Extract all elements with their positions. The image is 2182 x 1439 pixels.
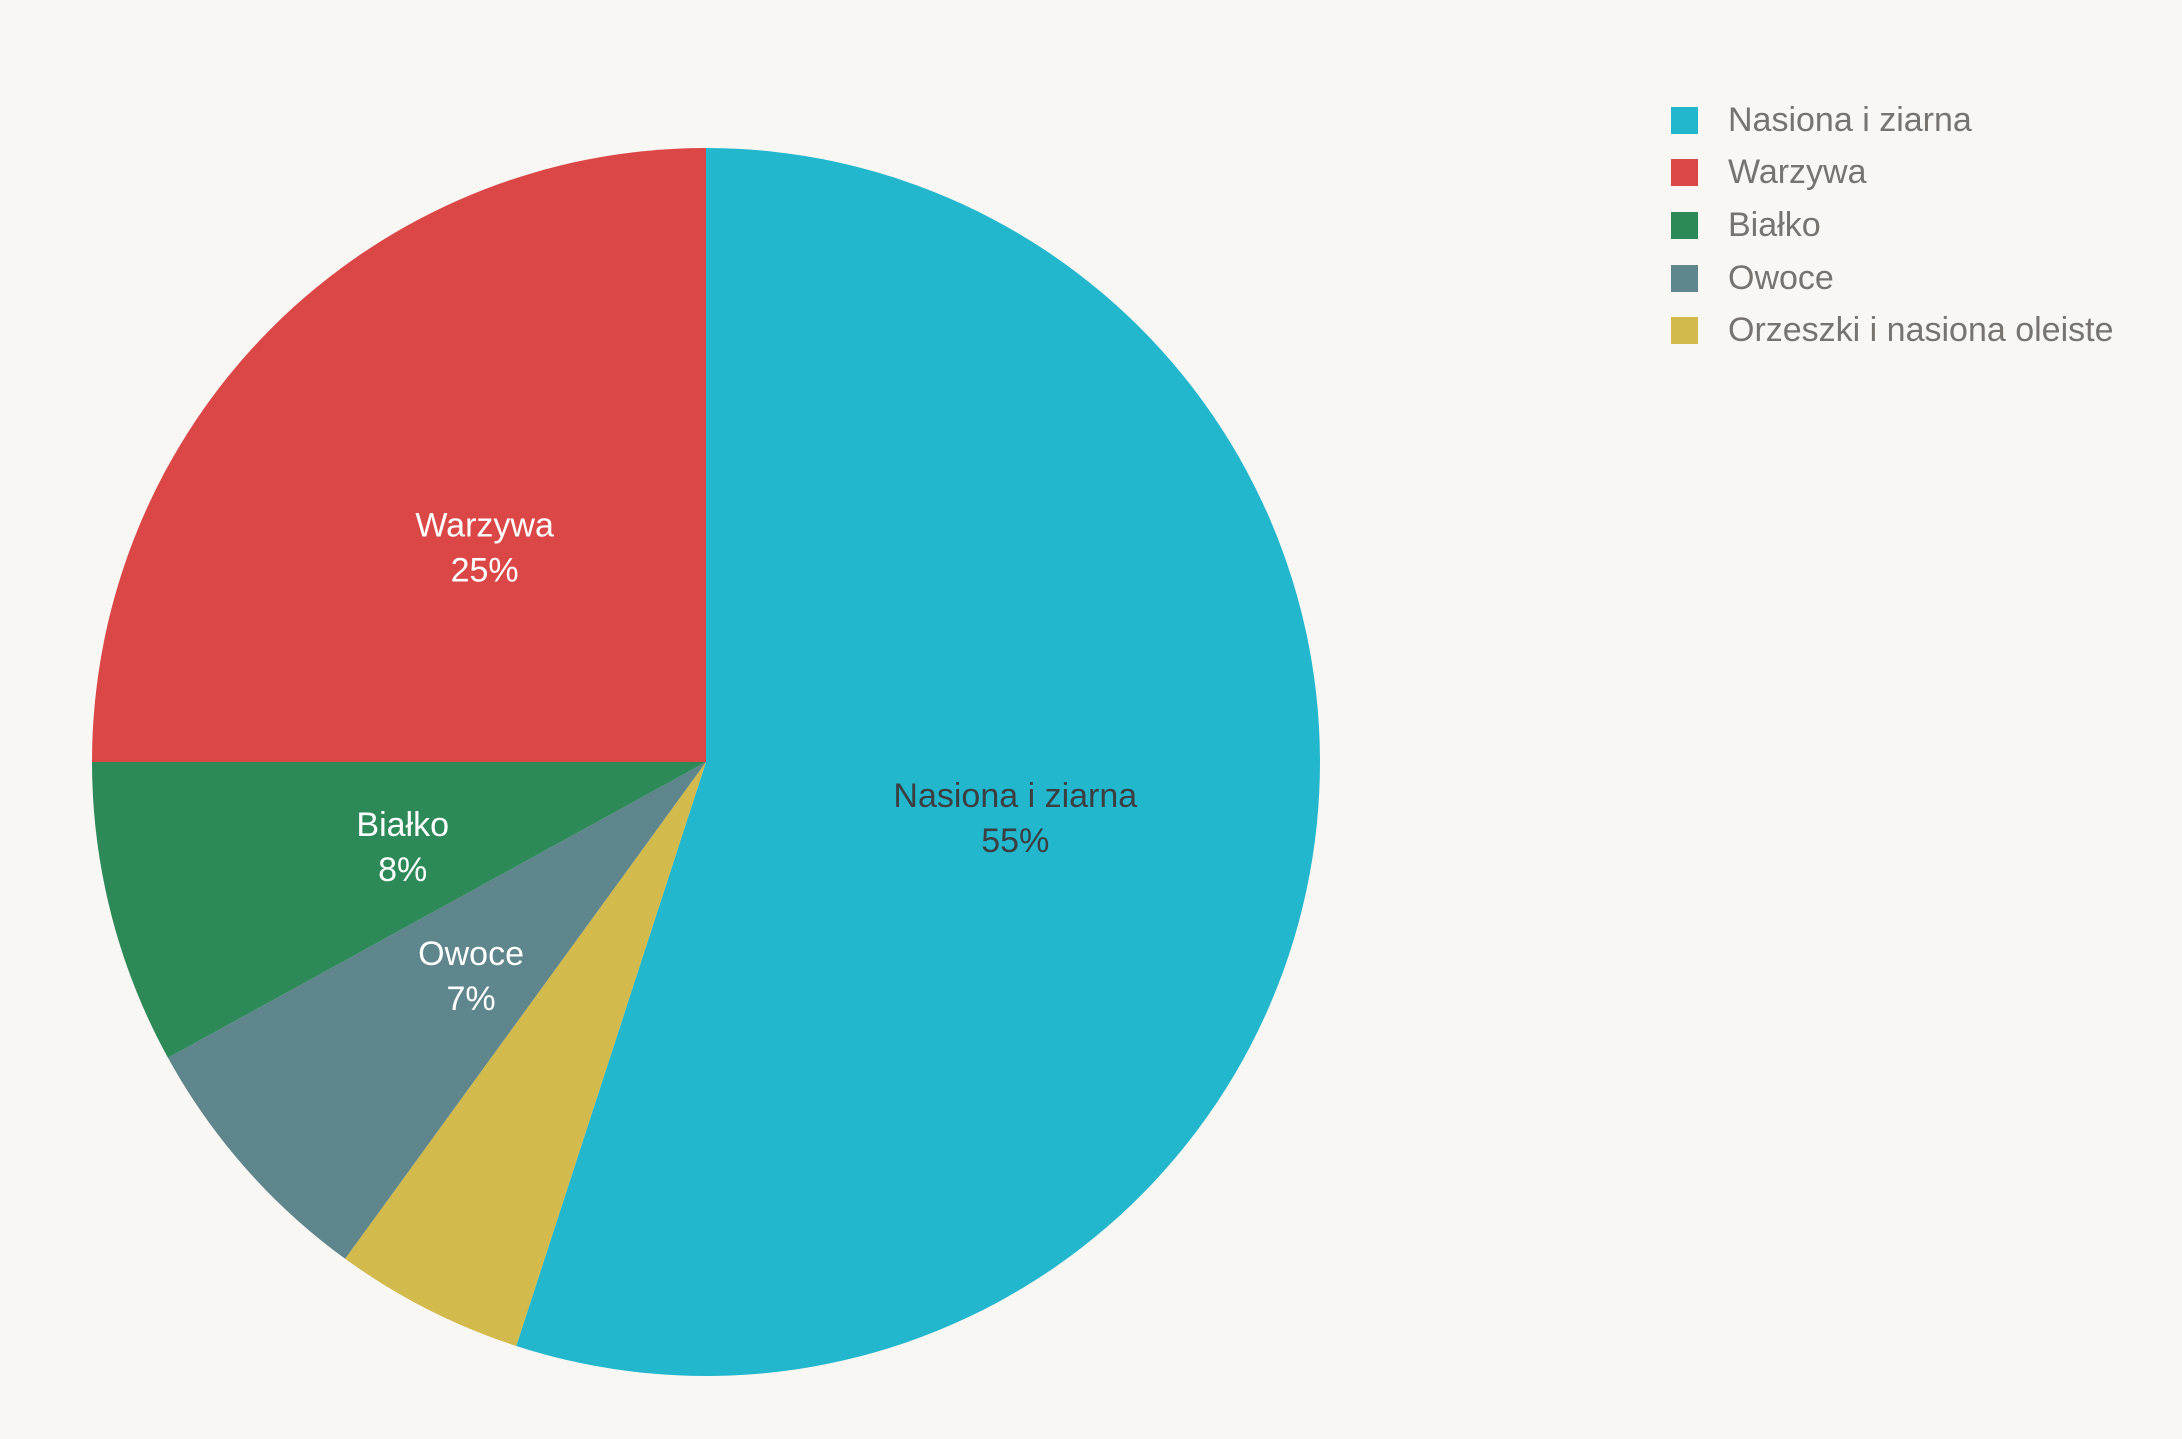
legend-swatch bbox=[1671, 106, 1698, 134]
legend-label: Białko bbox=[1728, 205, 1821, 244]
slice-label-name: Białko bbox=[356, 806, 449, 844]
legend-swatch bbox=[1671, 317, 1698, 345]
legend-item-warzywa[interactable]: Warzywa bbox=[1671, 147, 2114, 200]
slice-label-percent: 8% bbox=[378, 851, 427, 889]
legend-label: Nasiona i ziarna bbox=[1728, 100, 1972, 139]
legend-item-owoce[interactable]: Owoce bbox=[1671, 252, 2114, 305]
slice-label-percent: 7% bbox=[447, 980, 496, 1018]
pie-slice-owoce[interactable] bbox=[167, 762, 706, 1259]
slice-label-name: Nasiona i ziarna bbox=[893, 777, 1137, 815]
legend-swatch bbox=[1671, 211, 1698, 239]
legend-label: Warzywa bbox=[1728, 153, 1867, 192]
slice-label-percent: 55% bbox=[981, 822, 1049, 860]
slice-label-name: Owoce bbox=[418, 935, 524, 973]
pie-labels: Nasiona i ziarna 55% Owoce 7% Białko 8% Warzyw… bbox=[356, 507, 1137, 1019]
legend-label: Orzeszki i nasiona oleiste bbox=[1728, 311, 2114, 350]
pie-slice-orzeszki-i-nasiona-oleiste[interactable] bbox=[345, 762, 706, 1346]
legend-item-orzeszki-i-nasiona-oleiste[interactable]: Orzeszki i nasiona oleiste bbox=[1671, 304, 2114, 357]
legend: Nasiona i ziarna Warzywa Białko Owoce Or… bbox=[1671, 94, 2114, 357]
slice-label-name: Warzywa bbox=[415, 507, 554, 545]
legend-swatch bbox=[1671, 159, 1698, 187]
legend-swatch bbox=[1671, 264, 1698, 292]
legend-item-nasiona-i-ziarna[interactable]: Nasiona i ziarna bbox=[1671, 94, 2114, 147]
legend-label: Owoce bbox=[1728, 258, 1834, 297]
pie-slice-bialko[interactable] bbox=[92, 762, 706, 1058]
slice-label-percent: 25% bbox=[451, 552, 519, 590]
pie-slices bbox=[92, 148, 1320, 1377]
pie-slice-nasiona-i-ziarna[interactable] bbox=[516, 148, 1320, 1377]
legend-item-bialko[interactable]: Białko bbox=[1671, 199, 2114, 252]
pie-slice-warzywa[interactable] bbox=[92, 148, 706, 762]
